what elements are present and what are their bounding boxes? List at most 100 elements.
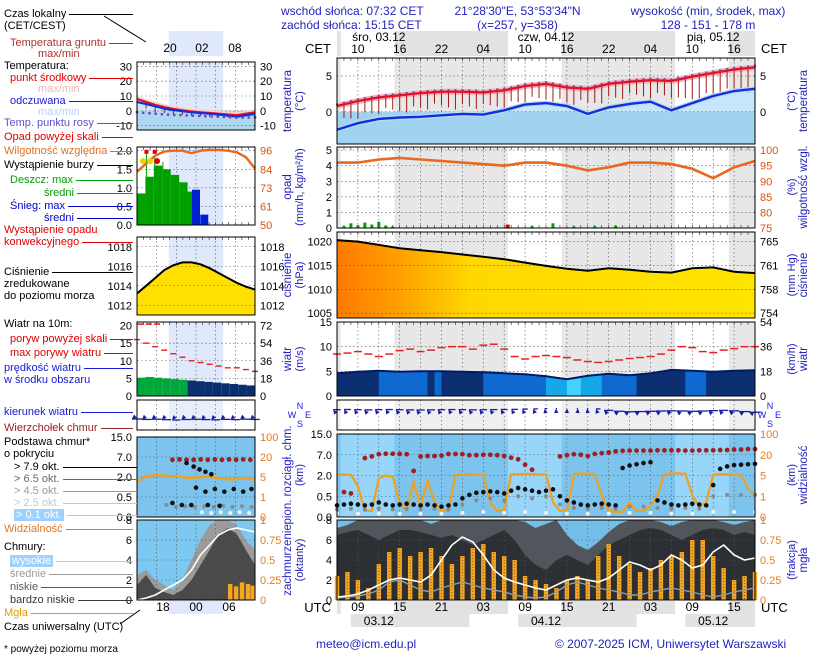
- legend-srednie: średnie: [10, 568, 133, 580]
- dewpoint-dot: [523, 83, 527, 86]
- night-shade: [561, 601, 676, 614]
- cloud-base-gray-dot: [230, 505, 235, 509]
- legend-cisnienie: Ciśnienie: [4, 266, 133, 278]
- dewpoint-dot: [621, 79, 624, 83]
- tick-label: 0: [326, 391, 332, 403]
- wind-speed-bar: [552, 377, 561, 396]
- location-info: 21°28'30"E, 53°53'34"N (x=257, y=358): [420, 4, 615, 32]
- wind-arrow-head: [375, 409, 380, 415]
- wind-arrow-head: [211, 415, 216, 420]
- dewpoint-dot: [342, 101, 346, 105]
- dewpoint-dot: [166, 113, 170, 116]
- cloud-base-dot: [745, 461, 751, 467]
- tick-label: 5: [260, 472, 266, 484]
- tick-label: -10: [116, 121, 132, 133]
- cloud-base-gray-dot: [446, 507, 451, 512]
- legend-punkt-srodkowy-label: punkt środkowy: [10, 72, 87, 84]
- dewpoint-dot: [363, 97, 367, 100]
- dewpoint-dot: [461, 88, 464, 92]
- wind-arrow-head: [354, 409, 359, 415]
- wind-speed-bar: [713, 371, 721, 396]
- legend-punkt-rosy-leader: [96, 122, 133, 124]
- dewpoint-dot: [398, 92, 401, 95]
- legend-wysokie-leader: [56, 560, 133, 562]
- cloud-base-white-dot: [397, 511, 402, 516]
- cloud-base-gray-dot: [585, 506, 590, 511]
- rain-bar: [614, 225, 618, 228]
- cloud-base-dot: [197, 467, 202, 472]
- wind-arrow-head: [364, 409, 369, 415]
- wind-arrow-head: [604, 410, 609, 416]
- axis-title: (%): [786, 178, 798, 195]
- tick-label: 1012: [108, 300, 132, 312]
- cloud-layer: [137, 528, 255, 600]
- tick-label: 0: [260, 106, 266, 118]
- temp-feel-line: [336, 87, 756, 131]
- axis-title: zachmurzenie: [282, 524, 294, 596]
- hour-label: 06: [222, 600, 236, 614]
- legend-widzialnosc: Widzialność: [4, 523, 133, 535]
- fog-bar: [228, 584, 233, 600]
- wind-arrow-head: [624, 411, 629, 416]
- axis-title: wiatr: [282, 347, 294, 372]
- panel-frame: [336, 146, 756, 229]
- panel-frame: [136, 236, 256, 316]
- wind-speed-bar: [504, 373, 512, 396]
- cloud-top-dot: [341, 489, 347, 495]
- cloud-top-dot: [348, 491, 354, 496]
- cloud-top-dot: [376, 451, 382, 457]
- cloud-base-dot: [205, 502, 211, 508]
- legend-okt-45: > 4.5 okt.: [14, 485, 137, 497]
- dewpoint-dot: [419, 90, 422, 93]
- utc-label: UTC: [304, 600, 331, 615]
- legend-poryw-skala-leader: [110, 338, 133, 340]
- shade-band: [728, 147, 755, 228]
- wind-arrow-head: [532, 408, 537, 414]
- tick-label: 2: [326, 192, 332, 204]
- wind-speed-bar: [650, 372, 658, 396]
- contact-email-link[interactable]: meteo@icm.edu.pl: [316, 637, 417, 651]
- cloud-base-gray-dot: [739, 492, 744, 497]
- wind-speed-bar: [170, 379, 180, 396]
- legend-wierzcholek: Wierzchołek chmur: [4, 422, 133, 434]
- cloud-base-dot: [474, 490, 479, 496]
- wind-arrow-head: [448, 409, 453, 415]
- tick-label: 0: [126, 595, 132, 607]
- cloud-base-dot: [508, 488, 514, 494]
- wind-speed-bar: [469, 372, 477, 396]
- tick-label: 84: [260, 164, 272, 176]
- axis-title: pion. rozciągł. chm.: [282, 425, 294, 524]
- fog-bar: [250, 585, 255, 600]
- dewpoint-dot: [503, 87, 506, 90]
- cloud-base-dot: [662, 500, 667, 505]
- wind-arrow-head: [172, 415, 177, 420]
- cloud-top-dot: [522, 462, 528, 468]
- wind-speed-bar: [532, 375, 540, 396]
- fog-bar: [233, 586, 239, 600]
- cloud-base-gray-dot: [164, 503, 169, 507]
- wind-arrow-head: [230, 414, 236, 420]
- rain-bar: [384, 225, 388, 228]
- pressure-fill: [137, 262, 255, 315]
- legend-punkt-rosy-label: Temp. punktu rosy: [4, 117, 94, 129]
- cloud-base-dot: [362, 503, 368, 508]
- hour-label: 09: [686, 600, 700, 614]
- tick-label: 0: [260, 391, 266, 403]
- dewpoint-dot: [509, 86, 513, 89]
- tick-label: 5: [326, 145, 332, 157]
- cloud-top-dot: [446, 451, 451, 457]
- cloud-base-gray-dot: [460, 502, 465, 507]
- tick-label: 0: [326, 595, 332, 607]
- above-scale-marker: [144, 149, 149, 154]
- cloud-top-dot: [501, 453, 507, 459]
- panel-frame: [336, 231, 756, 319]
- cloud-base-dot: [369, 502, 375, 507]
- tick-label: 10: [120, 91, 132, 103]
- copyright-text: © 2007-2025 ICM, Uniwersytet Warszawski: [555, 637, 787, 651]
- legend-bardzo-niskie-leader: [77, 599, 133, 601]
- cloud-base-gray-dot: [202, 504, 207, 509]
- cloud-base-dot: [606, 502, 611, 507]
- wind-arrow-head: [427, 409, 432, 415]
- cloud-base-dot: [571, 500, 577, 505]
